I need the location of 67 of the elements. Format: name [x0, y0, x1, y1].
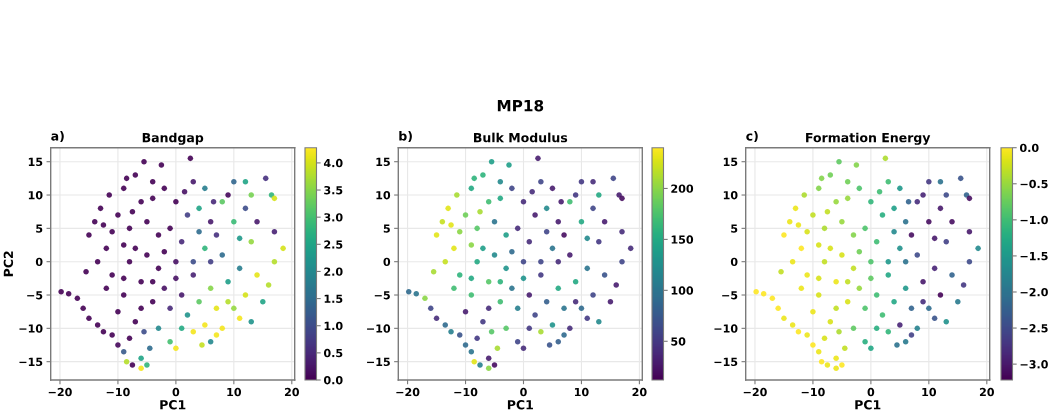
- text: b): [399, 130, 412, 143]
- color-bar-label: −1.5: [1020, 252, 1048, 261]
- x-tick-label: −10: [454, 387, 478, 397]
- color-bar-label: 50: [671, 337, 686, 346]
- x-tick-label: 10: [227, 387, 242, 397]
- color-bar-label: 0.5: [323, 348, 343, 358]
- color-bar-label: 1.5: [324, 294, 343, 303]
- y-tick-label: 10: [723, 191, 738, 200]
- color-bar-label: −1.0: [1020, 215, 1048, 225]
- chart-title: Formation Energy: [806, 132, 931, 145]
- y-axis-title: PC2: [3, 251, 14, 277]
- y-tick-label: 10: [28, 191, 43, 200]
- color-bar-label: 2.0: [324, 267, 343, 276]
- text: c): [746, 130, 758, 143]
- y-tick-label: 15: [376, 157, 390, 167]
- y-tick-label: −15: [367, 357, 390, 367]
- color-bar-label: 0.0: [1019, 143, 1039, 153]
- color-bar-label: −2.5: [1020, 324, 1048, 333]
- y-tick-label: −5: [722, 291, 738, 300]
- color-bar-label: 2.5: [324, 240, 343, 249]
- color-bar-label: 4.0: [323, 158, 343, 168]
- y-tick-label: 5: [383, 224, 390, 233]
- x-tick-label: 10: [922, 387, 937, 397]
- y-tick-label: −10: [19, 324, 43, 333]
- y-tick-label: −15: [714, 357, 738, 367]
- color-bar-label: 200: [671, 184, 694, 193]
- y-tick-label: 5: [731, 224, 738, 233]
- y-tick-label: −10: [714, 324, 738, 333]
- y-tick-label: 5: [36, 224, 43, 233]
- color-bar-label: −3.0: [1020, 360, 1048, 369]
- x-tick-label: 20: [979, 387, 994, 397]
- color-bar-label: 0.0: [323, 375, 343, 385]
- x-tick-label: −20: [743, 387, 767, 397]
- x-axis-title: PC1: [507, 400, 533, 410]
- y-tick-label: 15: [723, 157, 738, 167]
- x-tick-label: 10: [574, 387, 589, 397]
- y-tick-label: 0: [730, 257, 738, 267]
- x-tick-label: 0: [520, 387, 527, 397]
- x-tick-label: 20: [632, 387, 647, 397]
- y-tick-label: 10: [376, 191, 391, 200]
- color-bar-label: 3.5: [324, 186, 343, 195]
- text: a): [51, 130, 64, 143]
- color-bar-label: −0.5: [1020, 179, 1048, 189]
- y-tick-label: 0: [383, 257, 391, 267]
- chart-title: Bulk Modulus: [474, 132, 568, 143]
- color-bar-label: 150: [671, 235, 694, 244]
- y-tick-label: 15: [28, 157, 43, 167]
- x-tick-label: −10: [801, 387, 825, 397]
- x-axis-title: PC1: [160, 400, 186, 410]
- chart-title: Bandgap: [142, 132, 204, 145]
- x-tick-label: 0: [172, 387, 180, 397]
- color-bar-label: 1.0: [324, 321, 343, 331]
- color-bar-label: −2.0: [1020, 287, 1048, 297]
- text: MP18: [497, 99, 544, 112]
- color-bar-label: 3.0: [324, 213, 343, 222]
- x-tick-label: 20: [284, 387, 299, 397]
- x-axis-title: PC1: [855, 400, 881, 410]
- color-bar-label: 100: [671, 286, 694, 295]
- x-tick-label: 0: [867, 387, 875, 397]
- y-tick-label: −10: [367, 324, 391, 333]
- x-tick-label: −10: [106, 387, 130, 397]
- y-tick-label: 0: [35, 257, 43, 267]
- y-tick-label: −5: [374, 291, 390, 300]
- y-tick-label: −15: [19, 357, 43, 367]
- x-tick-label: −20: [48, 387, 72, 397]
- x-tick-label: −20: [396, 387, 420, 397]
- y-tick-label: −5: [27, 291, 43, 300]
